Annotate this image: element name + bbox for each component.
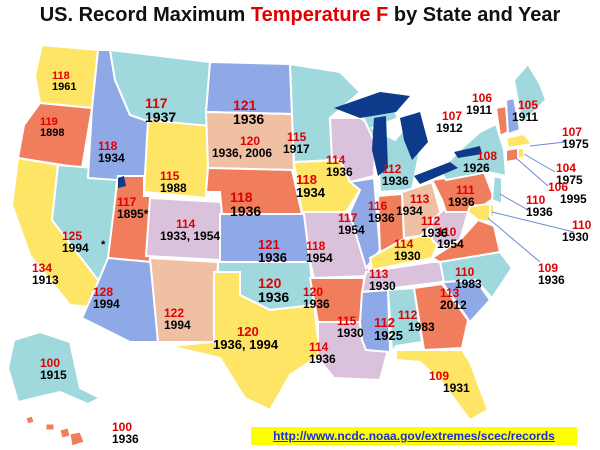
state-NJ — [490, 174, 503, 206]
label-SD: 120 1936, 2006 — [212, 134, 273, 160]
leader-MA — [529, 141, 566, 147]
label-AZ: 128 1994 — [93, 285, 120, 311]
label-MD: 109 1936 — [538, 261, 565, 287]
state-WY — [142, 118, 212, 200]
label-NC: 110 1983 — [455, 265, 482, 291]
label-AR: 120 1936 — [303, 285, 330, 311]
label-DE: 110 1930 — [562, 218, 592, 244]
leader-CT — [515, 157, 549, 187]
map-title: US. Record Maximum Temperature F by Stat… — [39, 4, 561, 26]
label-VT: 107 1912 — [436, 109, 463, 135]
great-salt-lake — [118, 176, 126, 188]
label-MT: 117 1937 — [145, 95, 177, 125]
label-CA: 134 1913 — [32, 261, 59, 287]
label-WI: 114 1936 — [326, 153, 353, 179]
label-PA: 111 1936 — [448, 183, 475, 209]
label-WA: 118 1961 — [52, 70, 77, 93]
state-AK — [6, 330, 103, 406]
state-FL — [395, 349, 490, 422]
label-MA: 107 1975 — [562, 125, 589, 151]
label-HI: 100 1936 — [112, 420, 139, 446]
label-KS: 121 1936 — [258, 237, 287, 265]
state-MD — [466, 202, 491, 224]
label-LA: 114 1936 — [309, 340, 336, 366]
state-MA — [504, 132, 534, 150]
label-WY: 115 1988 — [160, 169, 187, 195]
label-OH: 113 1934 — [396, 192, 430, 218]
label-IA: 118 1934 — [296, 172, 325, 200]
leader-DE — [491, 211, 575, 233]
label-NY: 108 1926 — [463, 149, 498, 175]
label-AL: 112 1925 — [374, 315, 403, 343]
lake-superior — [334, 92, 410, 118]
state-GA — [412, 282, 470, 352]
label-VA: 110 1954 — [437, 225, 464, 251]
label-FL: 109 1931 — [429, 369, 470, 395]
state-TX — [169, 271, 322, 412]
label-NJ: 110 1936 — [526, 193, 553, 219]
label-UT: 117 1895* — [117, 195, 149, 221]
lake-ontario — [454, 146, 482, 158]
state-RI — [517, 147, 525, 159]
label-RI: 104 1975 — [556, 161, 583, 187]
label-SC: 113 2012 — [440, 286, 467, 312]
state-IL — [347, 176, 382, 271]
leader-RI — [523, 153, 556, 173]
nv-asterisk-note: * — [101, 239, 106, 251]
label-ND: 121 1936 — [233, 97, 265, 127]
label-ID: 118 1934 — [98, 139, 125, 165]
lake-erie — [414, 162, 458, 184]
label-OR: 119 1898 — [40, 116, 65, 139]
leader-MD — [487, 217, 541, 263]
label-TN: 113 1930 — [369, 267, 396, 293]
state-HI-island-3 — [59, 427, 71, 439]
label-NH: 106 1911 — [466, 91, 493, 117]
label-IL: 117 1954 — [338, 211, 365, 237]
lake-michigan — [372, 116, 388, 176]
label-NV: 125 1994 — [62, 229, 89, 255]
label-KY: 114 1930 — [394, 237, 421, 263]
label-MS: 115 1930 — [337, 314, 364, 340]
state-HI — [25, 415, 35, 425]
state-NH — [504, 96, 522, 136]
label-ME: 105 1911 — [512, 98, 539, 124]
label-GA: 112 1983 — [398, 308, 435, 334]
label-AK: 100 1915 — [40, 356, 67, 382]
label-TX: 120 1936, 1994 — [213, 324, 279, 352]
label-OK: 120 1936 — [258, 275, 290, 305]
label-CT: 106 1995 — [548, 180, 587, 206]
source-link[interactable]: http://www.ncdc.noaa.gov/extremes/scec/r… — [251, 427, 577, 445]
state-SD — [204, 110, 296, 172]
leader-NJ — [499, 193, 529, 211]
state-AL — [386, 286, 424, 356]
state-CT — [505, 146, 519, 164]
state-ME — [512, 62, 548, 127]
label-WV: 112 1936 — [421, 214, 448, 240]
state-HI-island-2 — [45, 423, 55, 431]
lake-huron — [400, 112, 428, 160]
label-MO: 118 1954 — [306, 239, 333, 265]
label-MN: 115 1917 — [283, 130, 310, 156]
label-NE: 118 1936 — [230, 189, 262, 219]
state-HI-island-4 — [69, 431, 85, 447]
label-MI: 112 1936 — [382, 162, 409, 188]
label-NM: 122 1994 — [164, 306, 191, 332]
label-IN: 116 1936 — [368, 199, 395, 225]
label-CO: 114 1933, 1954 — [160, 217, 221, 243]
